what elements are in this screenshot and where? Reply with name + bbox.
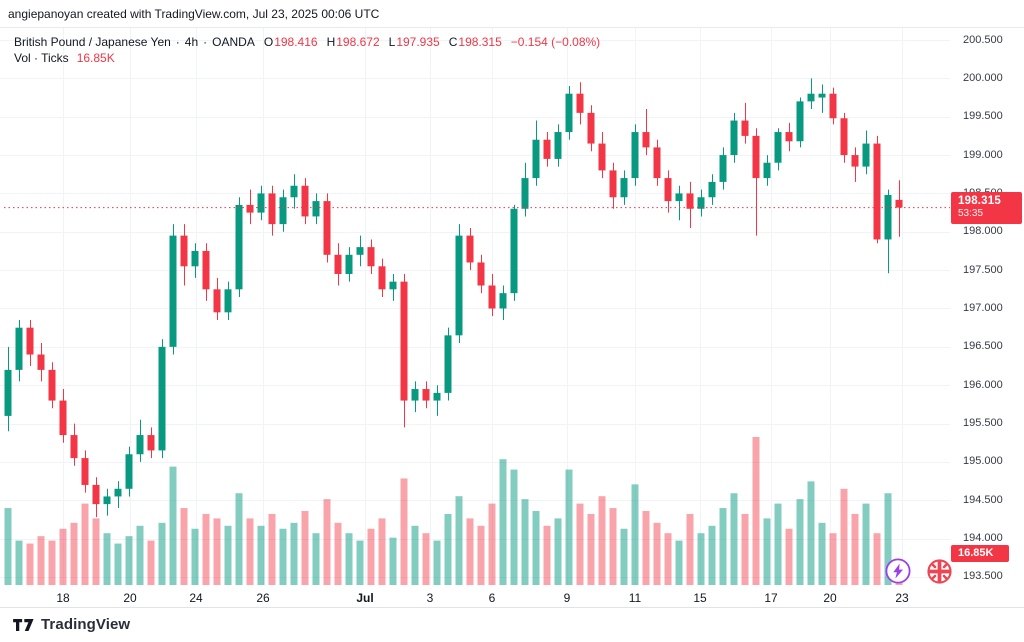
- time-tick-label: 3: [426, 591, 434, 605]
- time-tick-label: 20: [823, 591, 837, 605]
- time-tick-label: 6: [488, 591, 496, 605]
- chart-legend: British Pound / Japanese Yen · 4h · OAND…: [14, 34, 600, 66]
- close-value: 198.315: [458, 35, 502, 49]
- candlestick-chart[interactable]: [0, 28, 950, 586]
- price-tick-label: 198.000: [963, 225, 1003, 238]
- price-tick-label: 196.000: [963, 378, 1003, 391]
- separator-dot: ·: [203, 35, 208, 49]
- time-tick-label: 9: [563, 591, 571, 605]
- price-axis[interactable]: 198.315 53:35 16.85K 200.500 200.000 199.5…: [950, 28, 1024, 586]
- low-value: 197.935: [396, 35, 440, 49]
- open-label: O: [263, 35, 274, 49]
- price-tick-label: 195.500: [963, 417, 1003, 430]
- volume-study-value: 16.85K: [76, 51, 115, 65]
- tradingview-brand-text[interactable]: TradingView: [41, 616, 131, 633]
- price-tick-label: 197.000: [963, 301, 1003, 314]
- price-tick-label: 199.000: [963, 148, 1003, 161]
- time-tick-label: 15: [693, 591, 707, 605]
- open-value: 198.416: [274, 35, 318, 49]
- time-tick-label: 18: [56, 591, 70, 605]
- volume-study-label[interactable]: Vol · Ticks: [14, 51, 69, 65]
- exchange-label[interactable]: OANDA: [212, 35, 255, 49]
- time-tick-label: 20: [123, 591, 137, 605]
- high-value: 198.672: [336, 35, 380, 49]
- symbol-title[interactable]: British Pound / Japanese Yen: [14, 35, 171, 49]
- price-tick-label: 200.000: [963, 71, 1003, 84]
- attribution-bar: angiepanoyan created with TradingView.co…: [0, 0, 1024, 28]
- chart-area: British Pound / Japanese Yen · 4h · OAND…: [0, 28, 1024, 608]
- volume-axis-badge: 16.85K: [951, 545, 1009, 562]
- tradingview-logo-icon[interactable]: [13, 618, 34, 631]
- time-tick-label: 26: [256, 591, 270, 605]
- time-axis[interactable]: 18 20 24 26 Jul 3 6 9 11 15 17 20 23: [0, 586, 950, 608]
- price-tick-label: 194.000: [963, 532, 1003, 545]
- bar-countdown: 53:35: [958, 207, 984, 219]
- price-tick-label: 199.500: [963, 110, 1003, 123]
- gbp-flag-icon: [927, 559, 952, 584]
- price-tick-label: 193.500: [963, 570, 1003, 583]
- separator-dot: ·: [175, 35, 180, 49]
- low-label: L: [388, 35, 396, 49]
- time-tick-label: Jul: [356, 591, 374, 605]
- footer-bar: TradingView: [0, 608, 1024, 641]
- time-tick-label: 23: [895, 591, 909, 605]
- time-tick-label: 11: [628, 591, 642, 605]
- attribution-text: angiepanoyan created with TradingView.co…: [8, 6, 380, 21]
- current-price-value: 198.315: [958, 194, 1001, 207]
- price-tick-label: 200.500: [963, 33, 1003, 46]
- time-tick-label: 24: [189, 591, 203, 605]
- price-tick-label: 194.500: [963, 493, 1003, 506]
- time-tick-label: 17: [764, 591, 778, 605]
- change-value: −0.154 (−0.08%): [510, 35, 601, 49]
- price-tick-label: 196.500: [963, 340, 1003, 353]
- close-label: C: [448, 35, 458, 49]
- current-price-badge: 198.315 53:35: [951, 191, 1022, 224]
- price-tick-label: 195.000: [963, 455, 1003, 468]
- high-label: H: [326, 35, 336, 49]
- price-tick-label: 197.500: [963, 263, 1003, 276]
- interval-label[interactable]: 4h: [184, 35, 199, 49]
- flash-boost-icon[interactable]: [885, 558, 911, 584]
